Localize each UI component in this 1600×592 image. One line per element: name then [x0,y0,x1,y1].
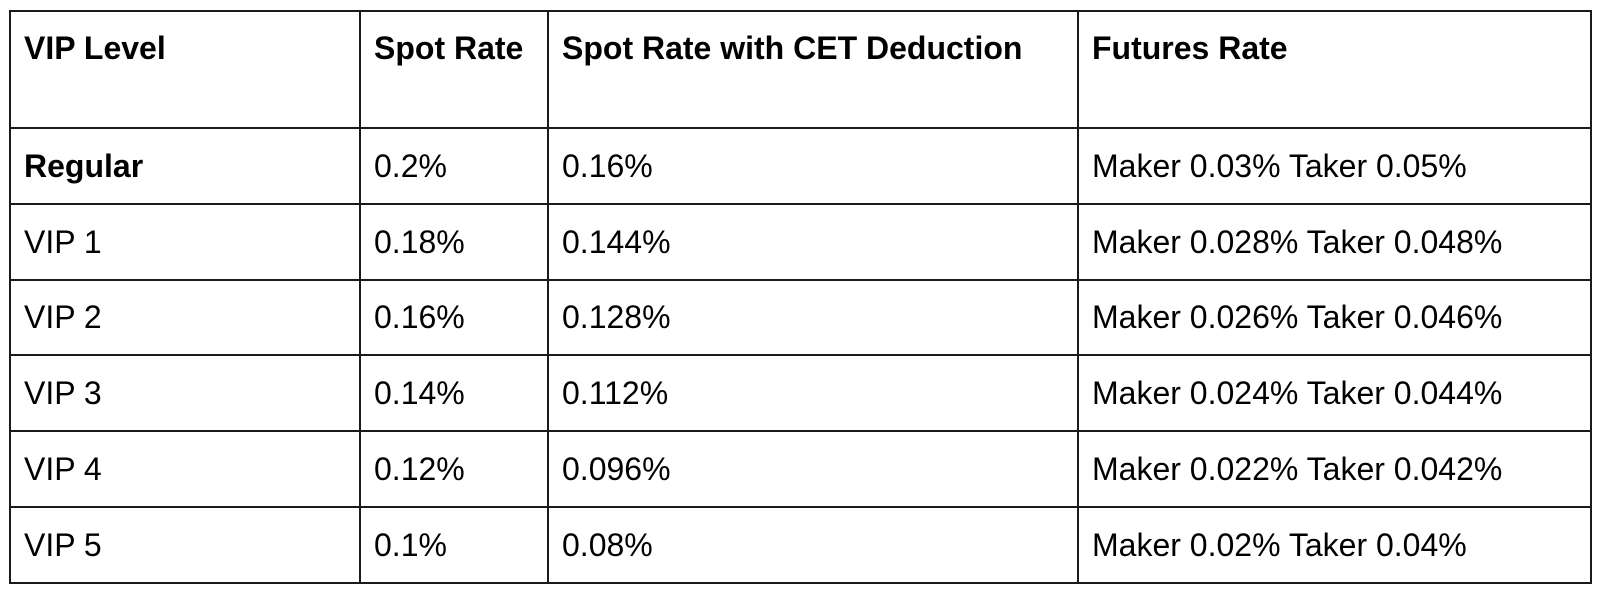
spot-rate-cet-cell: 0.112% [547,354,1079,433]
spot-rate-cell: 0.16% [359,278,549,357]
spot-rate-cet-cell: 0.128% [547,278,1079,357]
table-row: Regular 0.2% 0.16% Maker 0.03% Taker 0.0… [9,126,1592,205]
table-row: VIP 5 0.1% 0.08% Maker 0.02% Taker 0.04% [9,506,1592,584]
table-row: VIP 2 0.16% 0.128% Maker 0.026% Taker 0.… [9,278,1592,357]
header-vip-level: VIP Level [9,10,361,129]
spot-rate-cet-cell: 0.096% [547,430,1079,509]
table-row: VIP 4 0.12% 0.096% Maker 0.022% Taker 0.… [9,430,1592,509]
futures-rate-cell: Maker 0.02% Taker 0.04% [1077,506,1592,584]
spot-rate-cet-cell: 0.08% [547,506,1079,584]
table-row: VIP 3 0.14% 0.112% Maker 0.024% Taker 0.… [9,354,1592,433]
futures-rate-cell: Maker 0.026% Taker 0.046% [1077,278,1592,357]
futures-rate-cell: Maker 0.03% Taker 0.05% [1077,126,1592,205]
vip-level-cell: VIP 2 [9,278,361,357]
table-header-row: VIP Level Spot Rate Spot Rate with CET D… [9,10,1592,129]
vip-level-cell: VIP 1 [9,202,361,281]
futures-rate-cell: Maker 0.024% Taker 0.044% [1077,354,1592,433]
spot-rate-cell: 0.12% [359,430,549,509]
futures-rate-cell: Maker 0.022% Taker 0.042% [1077,430,1592,509]
vip-level-cell: VIP 4 [9,430,361,509]
spot-rate-cell: 0.2% [359,126,549,205]
spot-rate-cell: 0.14% [359,354,549,433]
header-spot-rate: Spot Rate [359,10,549,129]
vip-level-cell: VIP 5 [9,506,361,584]
vip-fee-table: VIP Level Spot Rate Spot Rate with CET D… [9,10,1592,584]
spot-rate-cet-cell: 0.144% [547,202,1079,281]
header-spot-rate-cet: Spot Rate with CET Deduction [547,10,1079,129]
futures-rate-cell: Maker 0.028% Taker 0.048% [1077,202,1592,281]
spot-rate-cell: 0.18% [359,202,549,281]
spot-rate-cell: 0.1% [359,506,549,584]
vip-level-cell: Regular [9,126,361,205]
spot-rate-cet-cell: 0.16% [547,126,1079,205]
table-row: VIP 1 0.18% 0.144% Maker 0.028% Taker 0.… [9,202,1592,281]
vip-level-cell: VIP 3 [9,354,361,433]
header-futures-rate: Futures Rate [1077,10,1592,129]
